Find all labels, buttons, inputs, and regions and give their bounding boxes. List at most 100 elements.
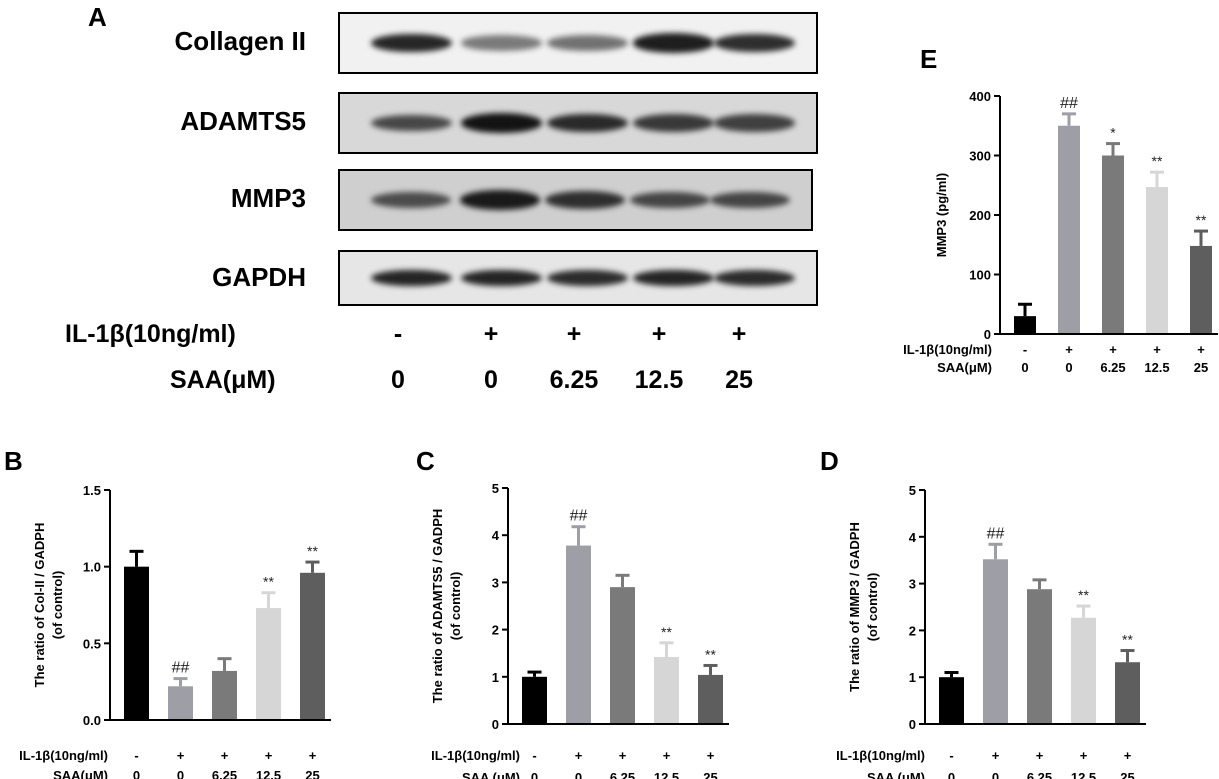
blot-band: [547, 113, 628, 133]
blot-saa-value: 25: [725, 366, 753, 394]
condition-saa-value: 25: [1120, 770, 1134, 779]
blot-band: [713, 269, 795, 287]
blot-saa-value: 6.25: [549, 366, 599, 394]
bar: [698, 674, 723, 724]
bar: [1071, 617, 1096, 724]
significance-label: **: [1196, 212, 1207, 228]
chart-adamts5-ratio: 0 1 2 3 4 5 The ratio of ADAMTS5 / GADPH (of co…: [430, 481, 729, 779]
y-tick-label: 0.0: [83, 713, 101, 728]
y-tick-label: 0: [984, 327, 991, 342]
y-axis-title: (of control): [50, 571, 65, 640]
bar: [1190, 245, 1212, 334]
blot-band: [370, 114, 452, 132]
condition-il1b-value: +: [1109, 342, 1117, 357]
condition-saa-value: 25: [305, 768, 319, 779]
panel-letter-d: D: [820, 446, 839, 476]
y-tick-label: 3: [909, 577, 916, 592]
blot-band: [461, 35, 543, 51]
panel-letter-b: B: [4, 446, 23, 476]
condition-saa-value: 0: [531, 770, 538, 779]
y-tick-label: 0: [909, 717, 916, 732]
y-tick-label: 300: [969, 149, 991, 164]
blot-band: [460, 190, 541, 210]
condition-saa-value: 12.5: [256, 768, 281, 779]
bar: [566, 545, 591, 724]
blot-band: [632, 114, 714, 132]
bar: [610, 587, 635, 724]
bar: [983, 559, 1008, 724]
blot-band: [713, 114, 795, 132]
condition-il1b-label: IL-1β(10ng/ml): [903, 342, 992, 357]
blot-saa-value: 0: [391, 366, 405, 394]
blot-strip-gapdh: [338, 250, 818, 306]
blot-saa-value: 12.5: [634, 366, 684, 394]
condition-saa-value: 0: [1065, 360, 1072, 375]
condition-saa-value: 0: [133, 768, 140, 779]
y-tick-label: 0: [492, 717, 499, 732]
condition-saa-label: SAA (μM): [867, 770, 925, 779]
blot-band: [461, 113, 543, 133]
blot-band: [544, 191, 625, 209]
condition-saa-label: SAA(μM): [53, 768, 108, 779]
chart-col2-ratio: 0.0 0.5 1.0 1.5 The ratio of Col-II / GADPH(…: [19, 483, 331, 779]
chart-mmp3-ratio: 0 1 2 3 4 5 The ratio of MMP3 / GADPH (of contr…: [836, 483, 1146, 779]
significance-label: ##: [1060, 95, 1078, 112]
condition-il1b-value: +: [1124, 748, 1132, 763]
bar: [256, 608, 281, 720]
condition-saa-value: 0: [575, 770, 582, 779]
y-tick-label: 0.5: [83, 636, 101, 651]
condition-il1b-value: -: [949, 748, 953, 763]
condition-il1b-value: +: [707, 748, 715, 763]
significance-label: ##: [172, 660, 190, 677]
y-tick-label: 200: [969, 208, 991, 223]
condition-il1b-value: -: [1023, 342, 1027, 357]
condition-saa-value: 12.5: [654, 770, 679, 779]
condition-il1b-value: -: [532, 748, 536, 763]
y-tick-label: 1.0: [83, 560, 101, 575]
blot-band: [632, 33, 714, 53]
chart-mmp3-elisa: 0 100 200 300 400 MMP3 (pg/ml) - 0 ## +0 * +6.25 ** +…: [903, 89, 1218, 375]
y-tick-label: 100: [969, 268, 991, 283]
blot-il1b-label: IL-1β(10ng/ml): [65, 320, 236, 348]
blot-saa-label: SAA(μM): [170, 366, 276, 394]
y-tick-label: 1: [492, 670, 499, 685]
condition-il1b-value: +: [221, 748, 229, 763]
bar: [1115, 662, 1140, 724]
blot-band: [370, 269, 452, 287]
bar: [168, 686, 193, 720]
blot-saa-value: 0: [484, 366, 498, 394]
blot-il1b-value: +: [731, 320, 747, 348]
condition-il1b-value: +: [619, 748, 627, 763]
panel-letter-e: E: [920, 44, 938, 74]
y-tick-label: 5: [909, 483, 916, 498]
y-tick-label: 1.5: [83, 483, 101, 498]
blot-band: [713, 33, 795, 53]
condition-saa-value: 25: [1194, 360, 1208, 375]
y-tick-label: 400: [969, 89, 991, 104]
significance-label: **: [307, 543, 318, 559]
blot-band: [370, 191, 451, 209]
blot-strip-mmp3: [338, 169, 813, 231]
condition-il1b-value: +: [1197, 342, 1205, 357]
bar: [300, 572, 325, 720]
y-tick-label: 5: [492, 481, 499, 496]
condition-il1b-value: +: [309, 748, 317, 763]
condition-saa-label: SAA (μM): [462, 770, 520, 779]
condition-saa-label: SAA(μM): [937, 360, 992, 375]
blot-il1b-value: +: [566, 320, 582, 348]
condition-saa-value: 0: [177, 768, 184, 779]
significance-label: ##: [987, 525, 1005, 542]
condition-saa-value: 6.25: [610, 770, 635, 779]
condition-il1b-value: +: [992, 748, 1000, 763]
y-tick-label: 3: [492, 575, 499, 590]
blot-band: [370, 33, 452, 53]
blot-il1b-value: -: [393, 320, 403, 348]
bar: [124, 566, 149, 720]
condition-saa-value: 12.5: [1071, 770, 1096, 779]
condition-saa-value: 6.25: [1100, 360, 1125, 375]
bar: [1146, 187, 1168, 334]
bar: [1027, 589, 1052, 724]
y-axis-title: The ratio of ADAMTS5 / GADPH: [430, 509, 445, 704]
panel-letter-c: C: [416, 446, 435, 476]
blot-label-collagen: Collagen II: [174, 26, 306, 56]
